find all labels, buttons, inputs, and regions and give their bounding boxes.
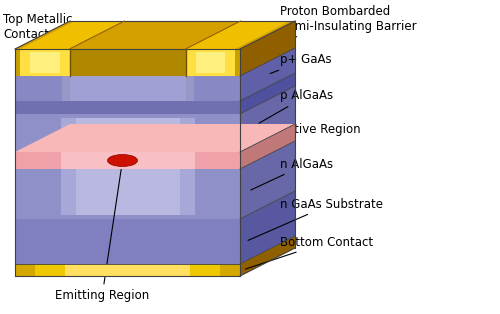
Polygon shape	[15, 114, 240, 152]
Text: Top Metallic
Contact: Top Metallic Contact	[3, 13, 95, 41]
Polygon shape	[15, 236, 295, 264]
Polygon shape	[76, 118, 180, 152]
Polygon shape	[240, 141, 295, 219]
Polygon shape	[196, 52, 225, 73]
Polygon shape	[20, 21, 124, 49]
Polygon shape	[15, 21, 295, 49]
Text: Active Region: Active Region	[254, 122, 360, 154]
Polygon shape	[240, 21, 295, 76]
Polygon shape	[15, 48, 295, 76]
Polygon shape	[60, 169, 76, 215]
Text: Bottom Contact: Bottom Contact	[246, 236, 373, 269]
Polygon shape	[240, 73, 295, 114]
Polygon shape	[186, 21, 290, 49]
Polygon shape	[186, 76, 194, 101]
Polygon shape	[240, 191, 295, 264]
Polygon shape	[240, 236, 295, 276]
Polygon shape	[180, 118, 194, 152]
Polygon shape	[35, 264, 220, 276]
Polygon shape	[70, 49, 186, 76]
Text: n GaAs Substrate: n GaAs Substrate	[248, 198, 383, 241]
Polygon shape	[15, 21, 295, 49]
Polygon shape	[186, 49, 235, 76]
Text: p AlGaAs: p AlGaAs	[259, 89, 333, 123]
Polygon shape	[15, 101, 240, 114]
Text: Proton Bombarded
Semi-Insulating Barrier: Proton Bombarded Semi-Insulating Barrier	[280, 5, 416, 42]
Polygon shape	[20, 49, 70, 76]
Polygon shape	[15, 49, 240, 76]
Polygon shape	[240, 48, 295, 101]
Polygon shape	[240, 124, 295, 169]
Polygon shape	[15, 169, 240, 219]
Text: n AlGaAs: n AlGaAs	[251, 158, 333, 190]
Polygon shape	[180, 169, 194, 215]
Polygon shape	[62, 76, 70, 101]
Text: p+ GaAs: p+ GaAs	[270, 53, 332, 73]
Polygon shape	[15, 76, 240, 101]
Polygon shape	[15, 219, 240, 264]
Polygon shape	[15, 124, 295, 152]
Polygon shape	[65, 264, 190, 276]
Polygon shape	[15, 49, 240, 76]
Polygon shape	[76, 169, 180, 215]
Ellipse shape	[108, 154, 138, 166]
Polygon shape	[15, 141, 295, 169]
Polygon shape	[15, 73, 295, 101]
Polygon shape	[15, 191, 295, 219]
Polygon shape	[70, 76, 186, 101]
Polygon shape	[15, 152, 240, 169]
Polygon shape	[30, 52, 60, 73]
Polygon shape	[240, 21, 295, 76]
Text: Emitting Region: Emitting Region	[55, 163, 149, 302]
Polygon shape	[60, 118, 76, 152]
Polygon shape	[15, 264, 240, 276]
Polygon shape	[60, 152, 194, 169]
Polygon shape	[15, 86, 295, 114]
Polygon shape	[240, 86, 295, 152]
